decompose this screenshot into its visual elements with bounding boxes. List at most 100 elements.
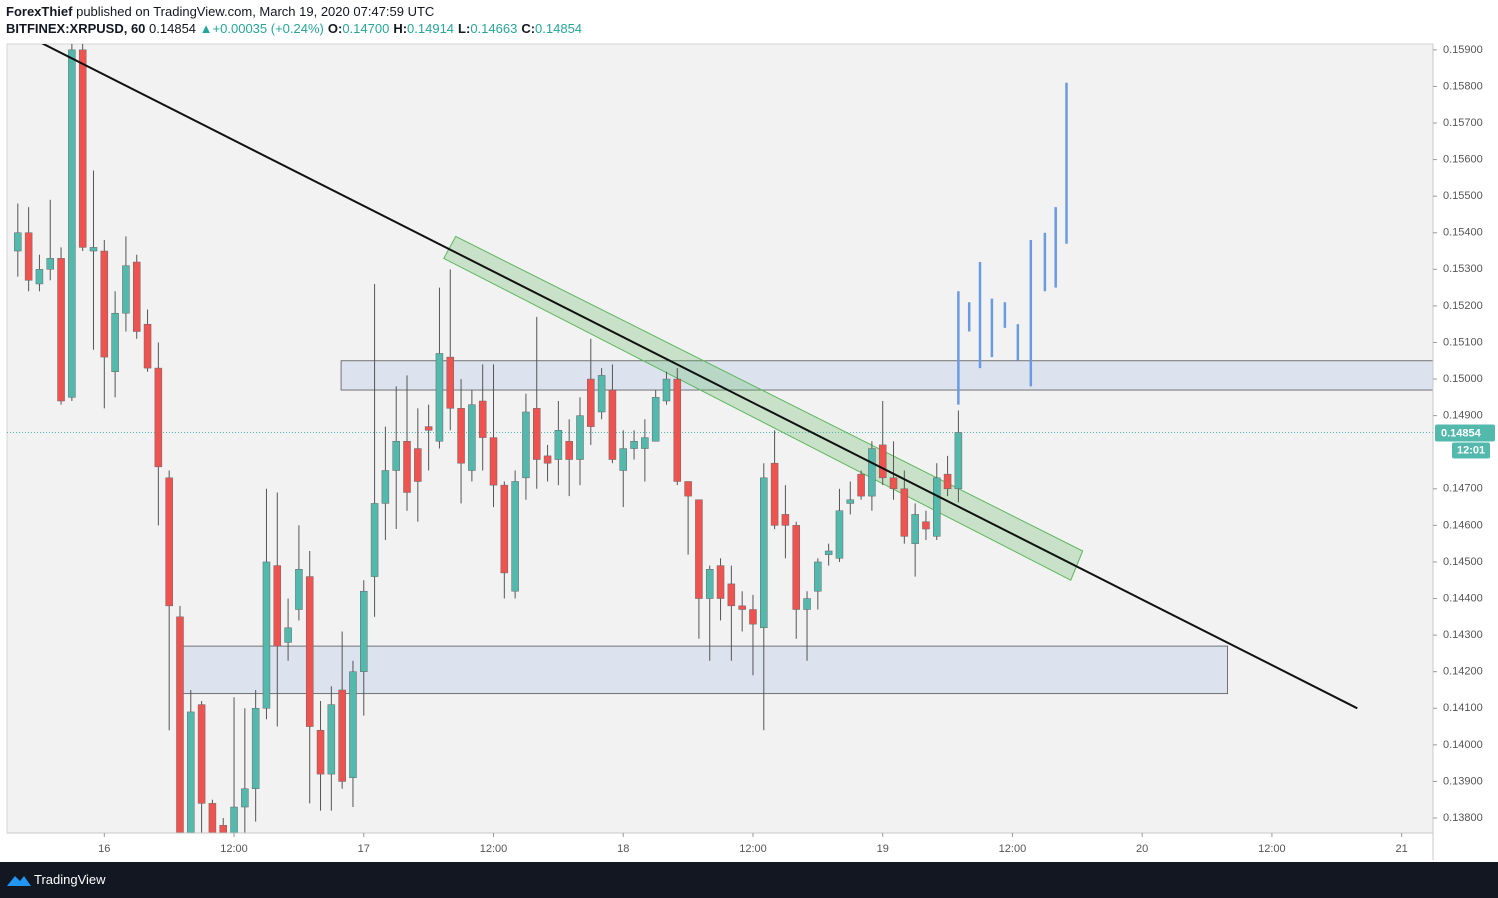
y-tick-label: 0.13800 (1443, 812, 1483, 824)
candle-body (262, 561, 271, 709)
candle-body (273, 565, 282, 647)
header-line-1: ForexThief published on TradingView.com,… (6, 3, 582, 20)
candle-body (14, 232, 22, 252)
candle-body (349, 671, 357, 779)
published: published on TradingView.com, March 19, … (76, 4, 435, 19)
candle-body (835, 510, 844, 559)
x-tick-label: 17 (358, 843, 370, 855)
candle-body (446, 356, 455, 409)
brand: TradingView (34, 872, 106, 887)
candle-body (576, 415, 584, 460)
candle-body (641, 437, 649, 449)
x-tick-label: 12:00 (999, 843, 1027, 855)
header-line-2: BITFINEX:XRPUSD, 60 0.14854 ▲+0.00035 (+… (6, 20, 582, 37)
plot-layer (7, 44, 1433, 833)
chart: 0.15900 0.15800 0.15700 0.15600 0.15500 0.154… (6, 43, 1495, 860)
candle-body (911, 514, 919, 544)
candle-body (716, 565, 725, 599)
candle-body (46, 258, 54, 270)
candle-body (360, 590, 368, 672)
candle-body (943, 473, 952, 490)
candle-body (381, 470, 390, 504)
x-tick-label: 12:00 (739, 843, 767, 855)
candle-body (900, 488, 909, 537)
y-tick-label: 0.14600 (1443, 519, 1483, 531)
candle-body (727, 583, 736, 607)
candle-body (414, 448, 422, 482)
candle-body (608, 389, 617, 460)
y-tick-label: 0.14000 (1443, 739, 1483, 751)
y-tick-label: 0.14500 (1443, 556, 1483, 568)
candle-body (197, 704, 206, 804)
candle-body (684, 481, 692, 497)
candle-body (403, 440, 411, 493)
candle-body (705, 569, 714, 599)
candle-body (251, 708, 260, 789)
y-tick-label: 0.14400 (1443, 592, 1483, 604)
y-tick-label: 0.14200 (1443, 666, 1483, 678)
candle-body (760, 477, 768, 629)
candle-body (868, 448, 876, 497)
header: ForexThief published on TradingView.com,… (6, 3, 582, 37)
candle-body (619, 448, 627, 471)
candle-body (814, 561, 822, 592)
candle-body (111, 312, 119, 372)
ohlc-value: 0.14663 (470, 21, 518, 36)
candle-body (522, 411, 530, 479)
symbol: BITFINEX:XRPUSD, 60 (6, 21, 146, 36)
candle-body (241, 788, 249, 808)
candle-body (122, 265, 130, 314)
ohlc-key: C: (521, 21, 536, 36)
candle-body (392, 440, 400, 471)
x-tick-label: 12:00 (220, 843, 248, 855)
y-tick-label: 0.15600 (1443, 153, 1483, 165)
y-tick-label: 0.15800 (1443, 80, 1483, 92)
ohlc-key: H: (393, 21, 408, 36)
y-tick-label: 0.15900 (1443, 44, 1483, 56)
candle-body (489, 437, 498, 486)
author: ForexThief (6, 4, 73, 19)
zone (177, 645, 1228, 695)
candle-body (803, 598, 811, 610)
candle-body (457, 408, 465, 464)
candle-body (565, 440, 573, 460)
candle-body (176, 616, 184, 833)
y-tick-label: 0.15100 (1443, 336, 1483, 348)
candle-body (738, 605, 746, 610)
candle-body (468, 404, 476, 471)
candle-body (532, 408, 541, 460)
x-tick-label: 12:00 (480, 843, 508, 855)
change: +0.00035 (+0.24%) (212, 21, 324, 36)
ohlc-key: L: (458, 21, 471, 36)
candle-body (165, 477, 173, 607)
zone (340, 360, 1433, 391)
ohlc-value: 0.14914 (407, 21, 455, 36)
y-tick-label: 0.14100 (1443, 702, 1483, 714)
x-tick-label: 21 (1396, 843, 1408, 855)
candle-body (749, 609, 757, 625)
candle-body (338, 689, 346, 782)
candle-body (933, 477, 941, 537)
candle-body (478, 400, 487, 438)
candle-body (316, 729, 325, 775)
candle-body (305, 576, 314, 727)
candle-body (132, 261, 141, 332)
countdown-label: 12:01 (1457, 444, 1485, 456)
candle-body (543, 455, 552, 464)
x-tick-label: 12:00 (1258, 843, 1286, 855)
candle-body (370, 503, 379, 577)
y-tick-label: 0.15700 (1443, 117, 1483, 129)
countdown-box (1452, 442, 1490, 459)
footer: TradingView (0, 862, 1498, 898)
candle-body (143, 323, 152, 369)
y-tick-label: 0.14700 (1443, 483, 1483, 495)
candle-body (89, 247, 98, 252)
candle-body (78, 49, 87, 248)
ohlc-value: 0.14854 (535, 21, 583, 36)
candle-body (922, 521, 930, 530)
candle-body (630, 440, 638, 449)
candle-body (284, 627, 292, 643)
y-tick-label: 0.15000 (1443, 373, 1483, 385)
candle-body (219, 825, 227, 833)
